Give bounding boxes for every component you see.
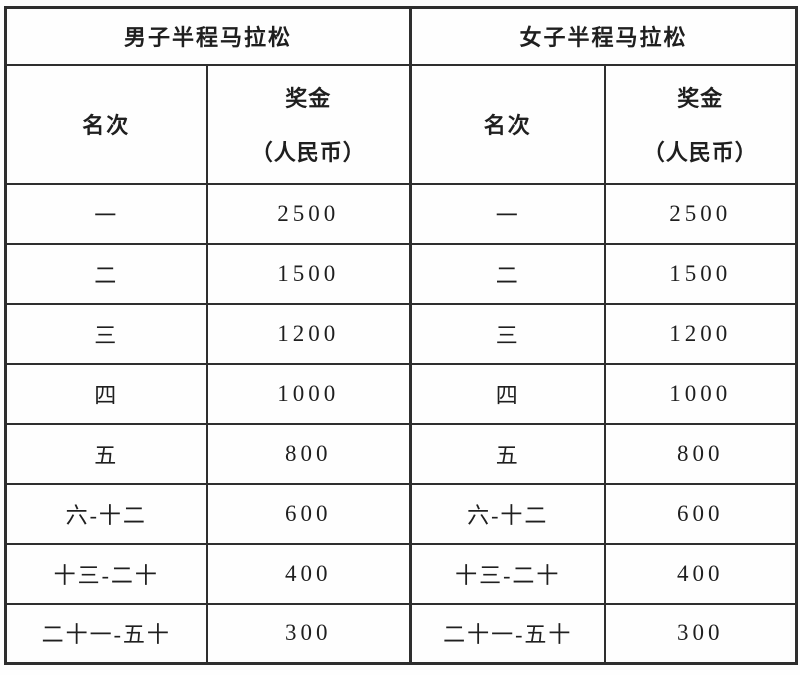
prize-cell-women: 400 bbox=[603, 542, 798, 605]
rank-header-men: 名次 bbox=[4, 63, 208, 185]
prize-cell-men: 400 bbox=[205, 542, 413, 605]
prize-cell-women: 1500 bbox=[603, 242, 798, 305]
rank-cell-men: 二 bbox=[4, 242, 208, 305]
rank-cell-women: 三 bbox=[409, 302, 606, 365]
prize-cell-men: 1000 bbox=[205, 362, 413, 425]
rank-cell-men: 十三-二十 bbox=[4, 542, 208, 605]
table-row: 十三-二十 400 十三-二十 400 bbox=[4, 542, 798, 605]
prize-cell-women: 1000 bbox=[603, 362, 798, 425]
prize-header-women: 奖金 （人民币） bbox=[603, 63, 798, 185]
prize-cell-men: 2500 bbox=[205, 182, 413, 245]
table-row: 一 2500 一 2500 bbox=[4, 182, 798, 245]
prize-cell-women: 300 bbox=[603, 602, 798, 665]
table-row: 三 1200 三 1200 bbox=[4, 302, 798, 365]
prize-cell-women: 1200 bbox=[603, 302, 798, 365]
group-header-women: 女子半程马拉松 bbox=[409, 6, 798, 66]
rank-cell-men: 五 bbox=[4, 422, 208, 485]
rank-cell-women: 五 bbox=[409, 422, 606, 485]
prize-cell-women: 800 bbox=[603, 422, 798, 485]
prize-cell-women: 600 bbox=[603, 482, 798, 545]
prize-header-men: 奖金 （人民币） bbox=[205, 63, 413, 185]
rank-cell-women: 六-十二 bbox=[409, 482, 606, 545]
prize-header-men-line1: 奖金 bbox=[285, 86, 332, 111]
column-header-row: 名次 奖金 （人民币） 名次 奖金 （人民币） bbox=[4, 63, 798, 185]
rank-cell-women: 二十一-五十 bbox=[409, 602, 606, 665]
rank-cell-men: 一 bbox=[4, 182, 208, 245]
rank-cell-men: 二十一-五十 bbox=[4, 602, 208, 665]
table-row: 六-十二 600 六-十二 600 bbox=[4, 482, 798, 545]
rank-cell-men: 六-十二 bbox=[4, 482, 208, 545]
prize-cell-men: 1500 bbox=[205, 242, 413, 305]
prize-cell-men: 600 bbox=[205, 482, 413, 545]
prize-cell-women: 2500 bbox=[603, 182, 798, 245]
rank-cell-men: 三 bbox=[4, 302, 208, 365]
group-header-men: 男子半程马拉松 bbox=[4, 6, 413, 66]
prize-cell-men: 800 bbox=[205, 422, 413, 485]
table-row: 二十一-五十 300 二十一-五十 300 bbox=[4, 602, 798, 665]
table-row: 五 800 五 800 bbox=[4, 422, 798, 485]
rank-cell-men: 四 bbox=[4, 362, 208, 425]
rank-cell-women: 一 bbox=[409, 182, 606, 245]
group-header-row: 男子半程马拉松 女子半程马拉松 bbox=[4, 6, 798, 66]
prize-table: 男子半程马拉松 女子半程马拉松 名次 奖金 （人民币） 名次 奖金 （人民币） … bbox=[4, 6, 799, 665]
prize-cell-men: 300 bbox=[205, 602, 413, 665]
rank-cell-women: 十三-二十 bbox=[409, 542, 606, 605]
rank-cell-women: 四 bbox=[409, 362, 606, 425]
table-row: 四 1000 四 1000 bbox=[4, 362, 798, 425]
prize-header-women-line2: （人民币） bbox=[642, 140, 758, 165]
table-row: 二 1500 二 1500 bbox=[4, 242, 798, 305]
prize-cell-men: 1200 bbox=[205, 302, 413, 365]
prize-header-women-line1: 奖金 bbox=[677, 86, 724, 111]
prize-header-men-line2: （人民币） bbox=[250, 140, 366, 165]
rank-cell-women: 二 bbox=[409, 242, 606, 305]
rank-header-women: 名次 bbox=[409, 63, 606, 185]
